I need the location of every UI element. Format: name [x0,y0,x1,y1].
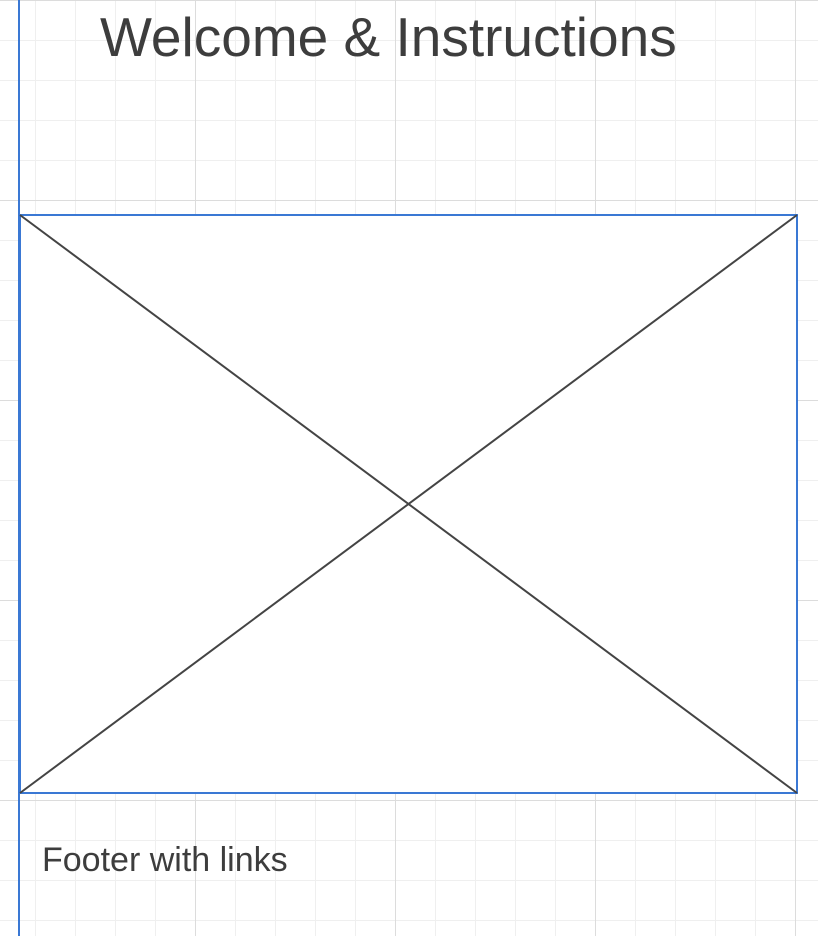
page-title: Welcome & Instructions [100,6,677,68]
image-placeholder [19,214,798,794]
footer-label: Footer with links [42,841,288,879]
image-placeholder-icon [19,214,798,794]
image-placeholder-diagonal-2 [19,214,798,794]
